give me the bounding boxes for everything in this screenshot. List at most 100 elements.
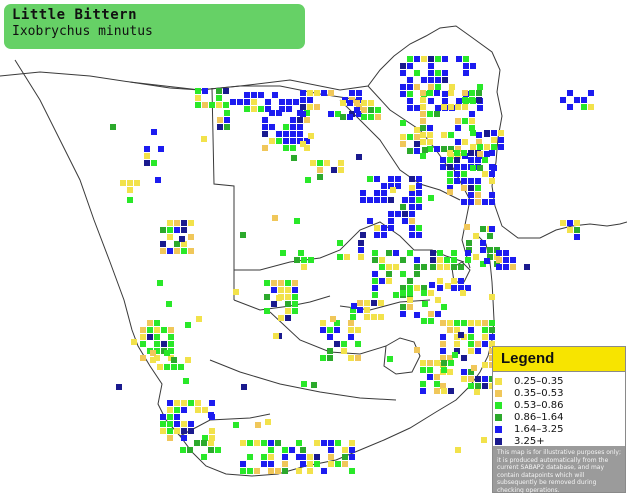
reporting-cell: [240, 461, 246, 467]
reporting-cell: [361, 100, 367, 106]
reporting-cell: [195, 400, 201, 406]
reporting-cell: [171, 357, 177, 363]
reporting-cell: [455, 146, 461, 152]
reporting-cell: [375, 114, 381, 120]
reporting-cell: [381, 225, 387, 231]
reporting-cell: [342, 447, 348, 453]
legend-swatch: [495, 389, 502, 397]
reporting-cell: [327, 348, 333, 354]
reporting-cell: [233, 289, 239, 295]
reporting-cell: [489, 199, 495, 205]
border-provinces-4: [209, 359, 397, 401]
reporting-cell: [292, 294, 298, 300]
reporting-cell: [473, 254, 479, 260]
reporting-cell: [196, 316, 202, 322]
reporting-cell: [437, 278, 443, 284]
reporting-cell: [430, 250, 436, 256]
reporting-cell: [381, 190, 387, 196]
reporting-cell: [400, 311, 406, 317]
reporting-cell: [276, 110, 282, 116]
reporting-cell: [371, 300, 377, 306]
reporting-cell: [216, 88, 222, 94]
reporting-cell: [560, 220, 566, 226]
species-title-box: Little Bittern Ixobrychus minutus: [4, 4, 305, 49]
reporting-cell: [360, 232, 366, 238]
reporting-cell: [588, 90, 594, 96]
reporting-cell: [456, 98, 462, 104]
reporting-cell: [427, 111, 433, 117]
reporting-cell: [442, 56, 448, 62]
reporting-cell: [427, 146, 433, 152]
reporting-cell: [154, 348, 160, 354]
reporting-cell: [427, 90, 433, 96]
reporting-cell: [273, 333, 279, 339]
reporting-cell: [262, 117, 268, 123]
reporting-cell: [356, 111, 362, 117]
reporting-cell: [468, 192, 474, 198]
reporting-cell: [420, 90, 426, 96]
reporting-cell: [244, 106, 250, 112]
reporting-cell: [261, 461, 267, 467]
reporting-cell: [140, 355, 146, 361]
reporting-cell: [420, 153, 426, 159]
reporting-cell: [347, 100, 353, 106]
reporting-cell: [216, 95, 222, 101]
reporting-cell: [209, 428, 215, 434]
reporting-cell: [372, 278, 378, 284]
legend-item: 3.25+: [495, 435, 625, 447]
reporting-cell: [400, 285, 406, 291]
reporting-cell: [261, 440, 267, 446]
reporting-cell: [442, 98, 448, 104]
reporting-cell: [244, 92, 250, 98]
reporting-cell: [465, 257, 471, 263]
reporting-cell: [524, 264, 530, 270]
reporting-cell: [435, 311, 441, 317]
reporting-cell: [290, 138, 296, 144]
reporting-cell: [160, 421, 166, 427]
reporting-cell: [372, 285, 378, 291]
reporting-cell: [367, 176, 373, 182]
reporting-cell: [574, 220, 580, 226]
reporting-cell: [357, 307, 363, 313]
reporting-cell: [400, 134, 406, 140]
reporting-cell: [475, 348, 481, 354]
reporting-cell: [144, 146, 150, 152]
reporting-cell: [395, 176, 401, 182]
reporting-cell: [151, 129, 157, 135]
reporting-cell: [150, 357, 156, 363]
reporting-cell: [374, 197, 380, 203]
reporting-cell: [279, 99, 285, 105]
reporting-cell: [454, 178, 460, 184]
reporting-cell: [447, 327, 453, 333]
reporting-cell: [181, 428, 187, 434]
reporting-cell: [560, 97, 566, 103]
reporting-cell: [400, 271, 406, 277]
reporting-cell: [447, 369, 453, 375]
reporting-cell: [503, 264, 509, 270]
reporting-cell: [474, 389, 480, 395]
reporting-cell: [430, 257, 436, 263]
reporting-cell: [174, 400, 180, 406]
reporting-cell: [447, 150, 453, 156]
reporting-cell: [264, 280, 270, 286]
reporting-cell: [454, 334, 460, 340]
reporting-cell: [462, 97, 468, 103]
reporting-cell: [317, 160, 323, 166]
reporting-cell: [464, 224, 470, 230]
reporting-cell: [480, 226, 486, 232]
reporting-cell: [448, 104, 454, 110]
reporting-cell: [463, 63, 469, 69]
reporting-cell: [476, 97, 482, 103]
reporting-cell: [420, 360, 426, 366]
reporting-cell: [293, 99, 299, 105]
reporting-cell: [420, 139, 426, 145]
reporting-cell: [327, 334, 333, 340]
reporting-cell: [487, 247, 493, 253]
reporting-cell: [440, 348, 446, 354]
reporting-cell: [420, 367, 426, 373]
reporting-cell: [283, 138, 289, 144]
reporting-cell: [341, 348, 347, 354]
reporting-cell: [285, 315, 291, 321]
reporting-cell: [294, 257, 300, 263]
reporting-cell: [202, 88, 208, 94]
